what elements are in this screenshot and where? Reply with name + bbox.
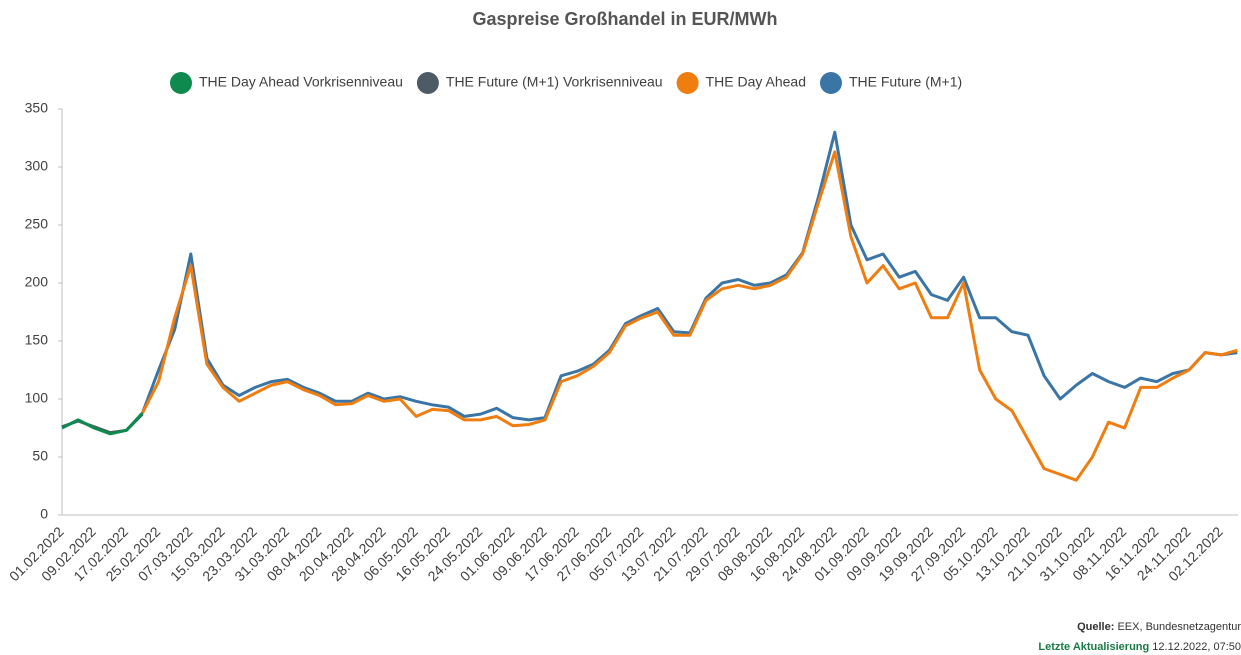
y-tick-label: 0 xyxy=(40,506,48,522)
legend-marker xyxy=(819,72,842,94)
series-line xyxy=(141,150,1238,482)
y-tick-label: 300 xyxy=(25,158,49,174)
y-tick-label: 200 xyxy=(25,274,49,290)
updated-text: 12.12.2022, 07:50 xyxy=(1152,641,1241,653)
series-line xyxy=(141,130,1238,422)
legend-marker xyxy=(170,72,192,94)
legend-label: THE Future (M+1) Vorkrisenniveau xyxy=(446,74,663,90)
chart-title: Gaspreise Großhandel in EUR/MWh xyxy=(472,9,777,29)
y-tick-label: 150 xyxy=(25,332,49,348)
y-tick-label: 250 xyxy=(25,216,49,232)
y-tick-label: 100 xyxy=(25,390,49,406)
series-line xyxy=(61,411,144,436)
legend-label: THE Future (M+1) xyxy=(849,74,962,90)
legend-marker xyxy=(416,72,439,94)
updated: Letzte Aktualisierung 12.12.2022, 07:50 xyxy=(1038,641,1241,653)
legend-marker xyxy=(676,72,699,94)
legend-label: THE Day Ahead Vorkrisenniveau xyxy=(199,74,403,90)
source-label: Quelle: xyxy=(1077,621,1114,633)
y-tick-label: 50 xyxy=(32,448,48,464)
source: Quelle: EEX, Bundesnetzagentur xyxy=(1077,621,1241,633)
y-tick-label: 350 xyxy=(25,100,49,116)
updated-label: Letzte Aktualisierung xyxy=(1038,641,1149,653)
source-text: EEX, Bundesnetzagentur xyxy=(1117,621,1241,633)
legend-label: THE Day Ahead xyxy=(706,74,806,90)
